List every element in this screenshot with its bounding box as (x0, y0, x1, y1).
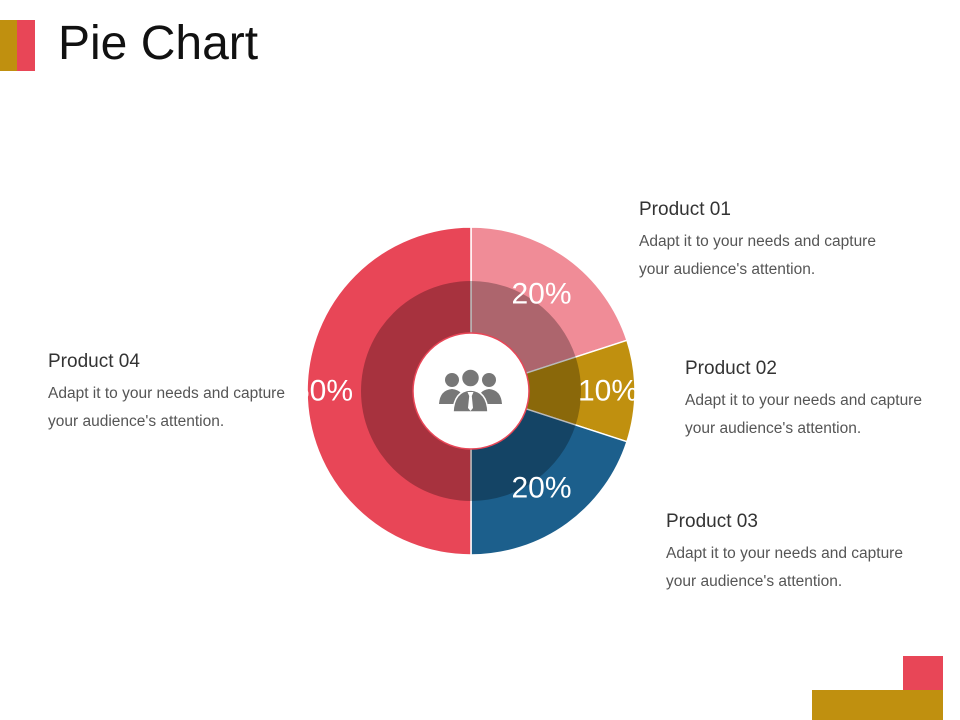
slice-product-02-value-label: 10% (578, 375, 638, 408)
slice-product-04 (306, 226, 472, 556)
legend-name: Product 01 (639, 199, 731, 220)
legend-product-03: Product 03 Adapt it to your needs and ca… (666, 510, 926, 596)
legend-description: Adapt it to your needs and capture your … (685, 392, 922, 437)
legend-name: Product 02 (685, 358, 777, 379)
legend-description: Adapt it to your needs and capture your … (48, 385, 285, 430)
page-title: Pie Chart (58, 17, 259, 70)
legend-name: Product 04 (48, 351, 140, 372)
legend-product-02: Product 02 Adapt it to your needs and ca… (685, 357, 945, 443)
legend-product-04: Product 04 Adapt it to your needs and ca… (48, 350, 308, 436)
labels-layer: 20% 10% 20% 50% (293, 277, 638, 504)
corner-block-red (903, 656, 943, 690)
legend-name: Product 03 (666, 511, 758, 532)
legend-description: Adapt it to your needs and capture your … (666, 545, 903, 590)
slice-product-04-value-label: 50% (293, 375, 353, 408)
legend-product-01: Product 01 Adapt it to your needs and ca… (639, 198, 899, 284)
legend-description: Adapt it to your needs and capture your … (639, 233, 876, 278)
slice-product-03-value-label: 20% (511, 472, 571, 505)
slice-product-01-value-label: 20% (511, 277, 571, 310)
accent-bar-gold (0, 20, 17, 71)
accent-bar-red (17, 20, 35, 71)
people-group-icon (439, 368, 502, 413)
corner-block-gold (812, 690, 943, 720)
slice-product-02 (468, 339, 636, 443)
